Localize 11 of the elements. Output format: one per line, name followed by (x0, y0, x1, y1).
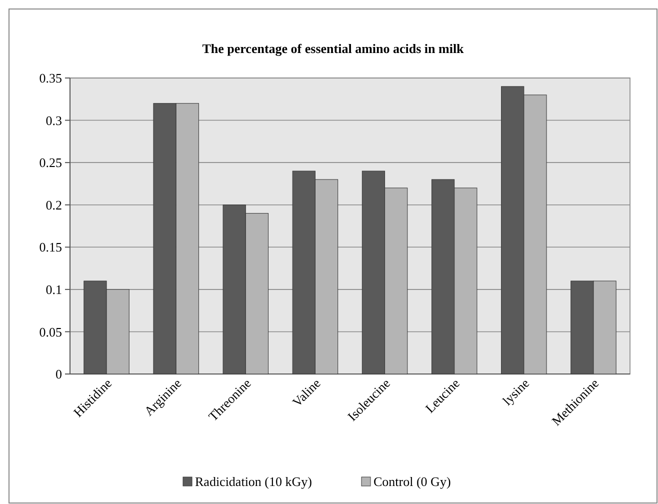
y-tick-label: 0.2 (46, 197, 62, 212)
y-tick-label: 0.15 (39, 240, 62, 255)
y-tick-label: 0.05 (39, 324, 62, 340)
y-tick-label: 0 (56, 366, 62, 382)
y-tick-label: 0.25 (39, 155, 62, 170)
legend-label: Radicidation (10 kGy) (195, 474, 312, 489)
y-tick-label: 0.35 (39, 70, 62, 86)
chart-title: The percentage of essential amino acids in milk (202, 41, 465, 56)
y-tick-label: 0.1 (46, 282, 62, 297)
y-tick-label: 0.3 (46, 112, 62, 128)
legend-label: Control (0 Gy) (374, 474, 451, 489)
